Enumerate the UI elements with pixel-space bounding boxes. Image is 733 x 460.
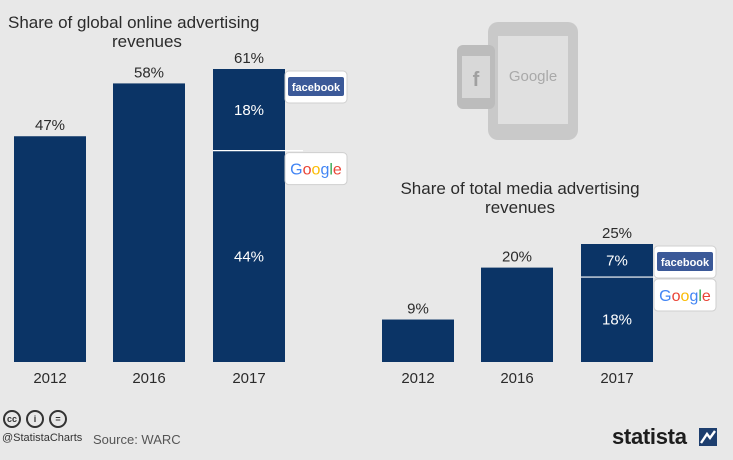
media-bar-2012 (382, 319, 454, 362)
right-title-line-2: revenues (485, 198, 555, 217)
attribution-icon[interactable]: i (26, 410, 44, 428)
media-x-tick-2016: 2016 (500, 370, 533, 387)
license-icons: cc i = (3, 410, 67, 428)
media-google-logo-card (653, 278, 717, 312)
online-bar-2017 (213, 69, 285, 362)
left-chart-title: Share of global online advertising reven… (8, 13, 288, 51)
media-facebook-logo-icon (657, 252, 713, 271)
source-note: Source: WARC (93, 432, 181, 447)
media-facebook-logo-text: facebook (661, 257, 710, 269)
media-google-segment-label: 18% (602, 312, 632, 329)
right-chart-title: Share of total media advertising revenue… (385, 179, 655, 217)
media-bar-2016 (481, 267, 553, 362)
tablet-screen (498, 36, 568, 124)
phone-screen (462, 56, 490, 98)
statista-charts-handle[interactable]: @StatistaCharts (2, 432, 83, 444)
media-value-label-2017: 25% (602, 225, 632, 242)
online-value-label-2012: 47% (35, 117, 65, 134)
online-facebook-logo-text: facebook (292, 82, 341, 94)
illustration-facebook-icon: f (473, 69, 480, 91)
media-bar-2017 (581, 244, 653, 362)
right-title-line-1: Share of total media advertising (400, 179, 640, 198)
media-x-tick-2017: 2017 (600, 370, 633, 387)
online-x-tick-2017: 2017 (232, 370, 265, 387)
online-value-label-2017: 61% (234, 50, 264, 67)
media-x-tick-2012: 2012 (401, 370, 434, 387)
online-x-tick-2016: 2016 (132, 370, 165, 387)
online-bar-2012 (14, 136, 86, 362)
no-derivatives-icon[interactable]: = (49, 410, 67, 428)
media-facebook-segment-label: 7% (606, 253, 628, 270)
media-google-logo-text: Google (659, 288, 711, 305)
illustration-google-text: Google (509, 68, 557, 85)
statista-logo-mark-icon (699, 428, 717, 446)
online-google-segment-label: 44% (234, 248, 264, 265)
left-title-line-1: Share of global online advertising (8, 13, 260, 32)
left-title-line-2: revenues (112, 32, 182, 51)
statista-logo[interactable]: statista (612, 424, 687, 449)
online-google-logo-card (284, 152, 348, 186)
online-bar-2016 (113, 83, 185, 362)
media-value-label-2012: 9% (407, 301, 429, 318)
online-facebook-segment-label: 18% (234, 102, 264, 119)
online-x-tick-2012: 2012 (33, 370, 66, 387)
creative-commons-icon[interactable]: cc (3, 410, 21, 428)
online-facebook-logo-icon (288, 77, 344, 96)
online-value-label-2016: 58% (134, 64, 164, 81)
media-value-label-2016: 20% (502, 249, 532, 266)
online-google-logo-text: Google (290, 162, 342, 179)
